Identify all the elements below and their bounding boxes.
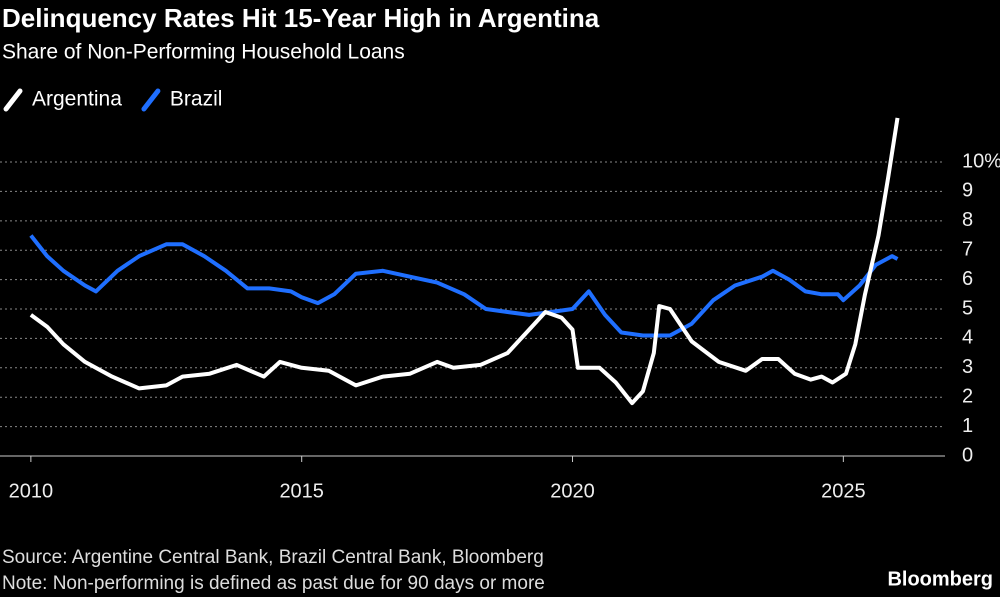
y-tick-label: 1: [962, 415, 973, 437]
x-tick-label: 2025: [821, 480, 866, 502]
chart-subtitle: Share of Non-Performing Household Loans: [2, 41, 405, 64]
y-tick-label: 6: [962, 268, 973, 290]
legend-label: Argentina: [32, 88, 122, 111]
x-tick-label: 2010: [9, 480, 54, 502]
series-line: [29, 234, 899, 338]
series-line: [29, 117, 900, 406]
y-tick-label: 7: [962, 239, 973, 261]
legend-label: Brazil: [170, 88, 223, 111]
note: Note: Non-performing is defined as past …: [2, 573, 545, 594]
y-tick-label: 5: [962, 297, 973, 319]
x-tick-label: 2015: [279, 480, 324, 502]
y-tick-label: 9: [962, 180, 973, 202]
y-tick-label: 4: [962, 327, 973, 349]
y-tick-label: 2: [962, 385, 973, 407]
legend-swatch: [3, 88, 23, 112]
legend-swatch: [141, 88, 161, 112]
y-tick-label: 8: [962, 209, 973, 231]
chart-title: Delinquency Rates Hit 15-Year High in Ar…: [2, 3, 600, 33]
y-tick-label: 10%: [962, 150, 1000, 172]
y-tick-label: 0: [962, 444, 973, 466]
y-tick-label: 3: [962, 356, 973, 378]
x-tick-label: 2020: [550, 480, 595, 502]
source: Source: Argentine Central Bank, Brazil C…: [2, 547, 544, 568]
brand: Bloomberg: [887, 568, 993, 590]
